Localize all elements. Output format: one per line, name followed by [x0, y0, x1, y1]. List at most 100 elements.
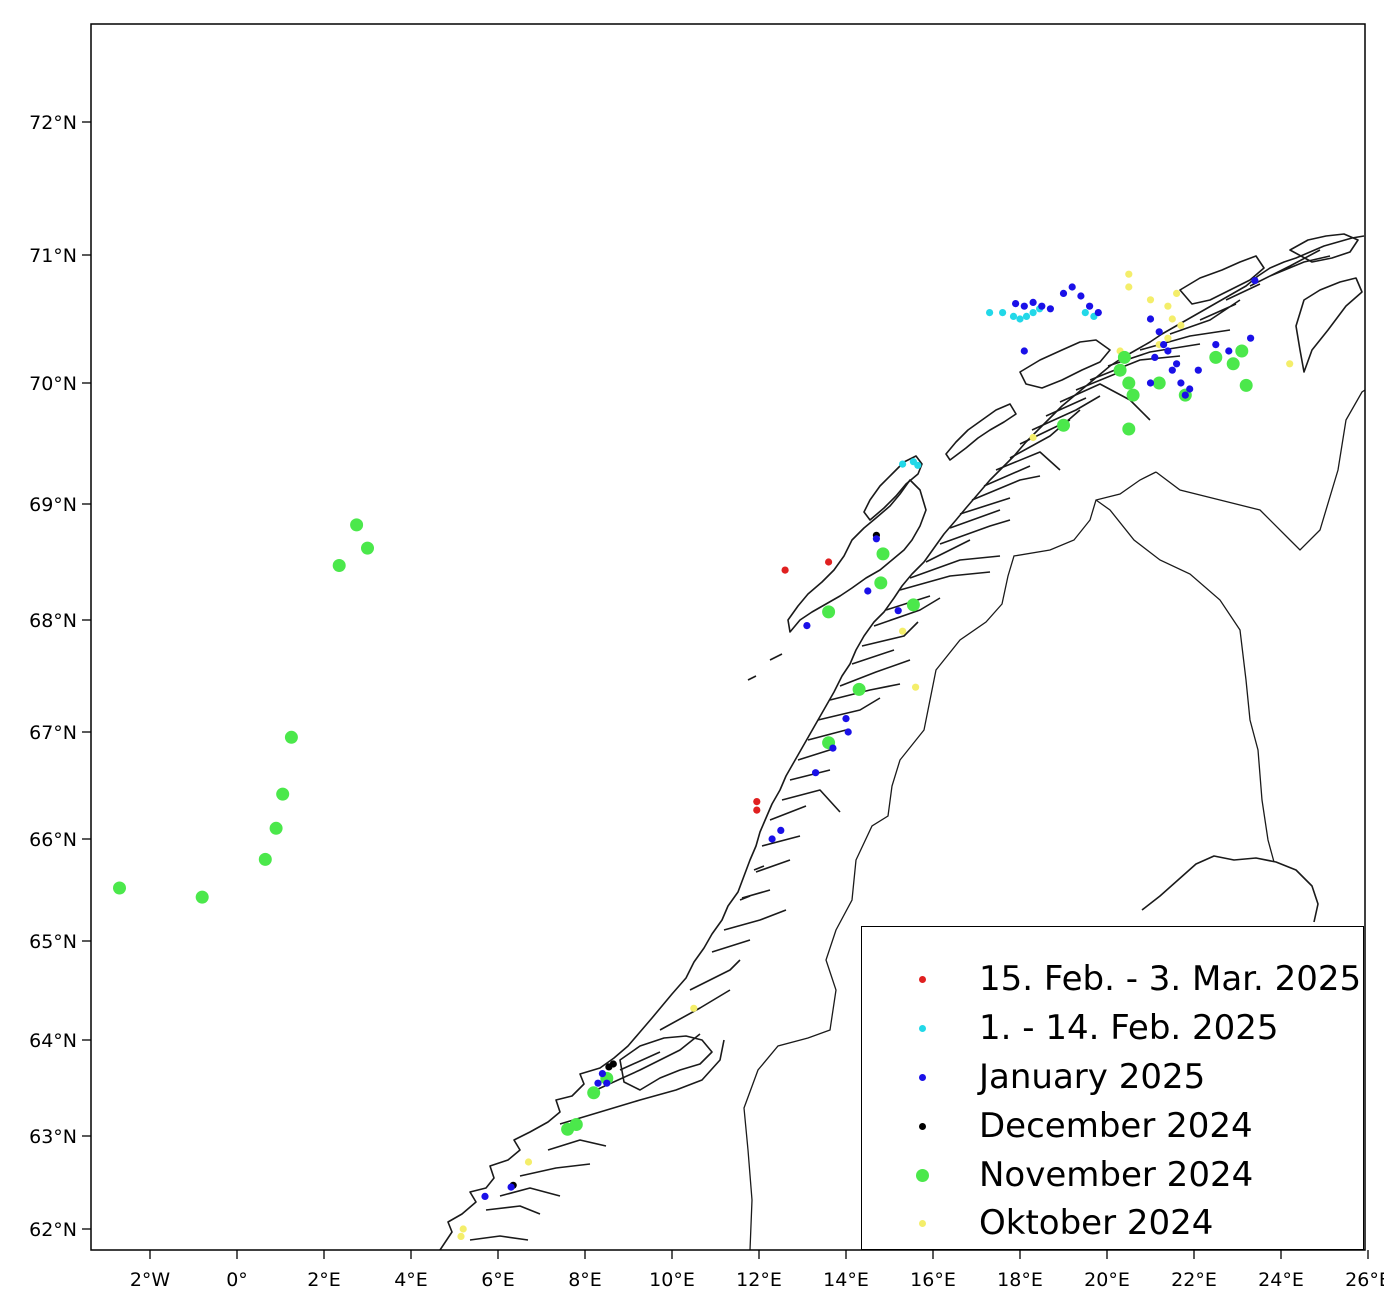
data-point-january-2025 [1020, 302, 1028, 310]
y-tick-label: 66°N [29, 829, 77, 851]
data-point-1-14-feb-2025 [1029, 309, 1037, 317]
norway-finland-russia-border [1155, 389, 1365, 551]
y-tick-label: 64°N [29, 1030, 77, 1052]
data-point-january-2025 [1160, 341, 1168, 349]
data-point-january-2025 [1151, 353, 1159, 361]
vesteralen-islands [863, 403, 1017, 521]
x-tick-label: 24°E [1258, 1269, 1304, 1291]
data-point-1-14-feb-2025 [1009, 312, 1018, 320]
data-point-15-feb-3-mar-2025 [753, 798, 761, 806]
data-point-oktober-2024 [1173, 289, 1181, 297]
x-tick-label: 10°E [649, 1269, 695, 1291]
legend-swatch [918, 1073, 926, 1081]
x-tick-label: 18°E [997, 1269, 1043, 1291]
data-point-15-feb-3-mar-2025 [825, 558, 833, 566]
data-point-january-2025 [1094, 309, 1102, 317]
data-point-15-feb-3-mar-2025 [753, 806, 761, 814]
data-point-november-2024 [269, 821, 283, 835]
y-tick-label: 65°N [29, 931, 77, 953]
data-point-january-2025 [829, 744, 837, 752]
data-point-november-2024 [1239, 378, 1253, 392]
data-point-january-2025 [1251, 277, 1259, 285]
data-point-november-2024 [1209, 350, 1223, 364]
data-point-january-2025 [1077, 292, 1085, 300]
data-point-january-2025 [1020, 347, 1028, 355]
data-point-november-2024 [1117, 350, 1131, 364]
data-point-january-2025 [481, 1192, 489, 1200]
data-point-january-2025 [1194, 366, 1202, 374]
data-point-november-2024 [1126, 388, 1140, 402]
sweden-finland-border [1095, 499, 1275, 863]
data-point-november-2024 [822, 605, 836, 619]
data-point-january-2025 [1038, 302, 1046, 310]
data-point-november-2024 [113, 881, 126, 895]
x-tick-label: 12°E [736, 1269, 782, 1291]
data-point-oktober-2024 [1146, 296, 1155, 304]
data-point-oktober-2024 [524, 1158, 533, 1166]
data-point-november-2024 [1226, 357, 1240, 371]
data-point-january-2025 [872, 535, 881, 543]
data-point-november-2024 [276, 787, 290, 801]
y-tick-label: 67°N [29, 722, 77, 744]
data-point-oktober-2024 [1286, 360, 1294, 368]
legend-label: 1. - 14. Feb. 2025 [979, 1008, 1279, 1048]
y-tick-label: 63°N [29, 1126, 77, 1148]
data-point-november-2024 [852, 682, 866, 696]
basemap [439, 233, 1365, 1250]
data-point-1-14-feb-2025 [1022, 312, 1031, 320]
data-point-january-2025 [1225, 347, 1233, 355]
x-tick-label: 20°E [1084, 1269, 1130, 1291]
x-tick-label: 2°E [307, 1269, 341, 1291]
data-point-oktober-2024 [1177, 321, 1185, 329]
data-point-january-2025 [1247, 334, 1255, 342]
data-point-november-2024 [361, 541, 374, 555]
data-point-november-2024 [284, 730, 298, 744]
data-point-january-2025 [777, 826, 785, 835]
data-point-oktober-2024 [690, 1004, 698, 1012]
data-point-oktober-2024 [1164, 302, 1172, 310]
data-point-oktober-2024 [1168, 315, 1176, 323]
data-point-november-2024 [906, 598, 920, 612]
legend-swatch [918, 975, 926, 983]
data-point-january-2025 [1146, 379, 1155, 387]
data-point-january-2025 [1155, 328, 1163, 336]
y-tick-label: 69°N [29, 494, 77, 516]
data-point-1-14-feb-2025 [986, 309, 994, 317]
data-point-january-2025 [1012, 300, 1020, 308]
y-tick-label: 72°N [29, 112, 77, 134]
trondheim-fjord [619, 1035, 713, 1091]
legend-label: Oktober 2024 [979, 1203, 1214, 1243]
data-point-january-2025 [598, 1070, 607, 1078]
norway-coastline [439, 235, 1365, 1250]
y-tick-label: 68°N [29, 610, 77, 632]
legend: 15. Feb. - 3. Mar. 2025 1. - 14. Feb. 20… [861, 926, 1364, 1250]
data-point-1-14-feb-2025 [999, 309, 1007, 317]
data-point-november-2024 [561, 1122, 575, 1136]
x-tick-label: 2°W [130, 1269, 171, 1291]
y-tick-label: 70°N [29, 373, 77, 395]
data-point-january-2025 [842, 715, 850, 723]
norway-sweden-border [743, 471, 1157, 1250]
x-tick-label: 0° [226, 1269, 248, 1291]
plot-frame [90, 23, 1366, 1251]
legend-label: November 2024 [979, 1155, 1254, 1195]
data-point-1-14-feb-2025 [1016, 315, 1024, 323]
data-point-january-2025 [812, 769, 820, 777]
data-point-november-2024 [1113, 363, 1127, 377]
data-point-january-2025 [1029, 298, 1037, 306]
data-point-january-2025 [1168, 366, 1176, 374]
data-point-oktober-2024 [1029, 433, 1037, 442]
data-point-january-2025 [1146, 315, 1155, 323]
legend-label: 15. Feb. - 3. Mar. 2025 [979, 959, 1362, 999]
data-point-november-2024 [1057, 418, 1070, 432]
legend-swatch [918, 1122, 926, 1130]
northern-islands [1019, 233, 1363, 389]
data-point-oktober-2024 [912, 683, 920, 691]
data-point-january-2025 [1046, 305, 1054, 313]
fjord-lines [469, 249, 1331, 1241]
data-point-oktober-2024 [1125, 283, 1133, 291]
data-point-january-2025 [894, 607, 902, 615]
data-point-january-2025 [844, 728, 852, 736]
data-point-january-2025 [1164, 347, 1172, 355]
